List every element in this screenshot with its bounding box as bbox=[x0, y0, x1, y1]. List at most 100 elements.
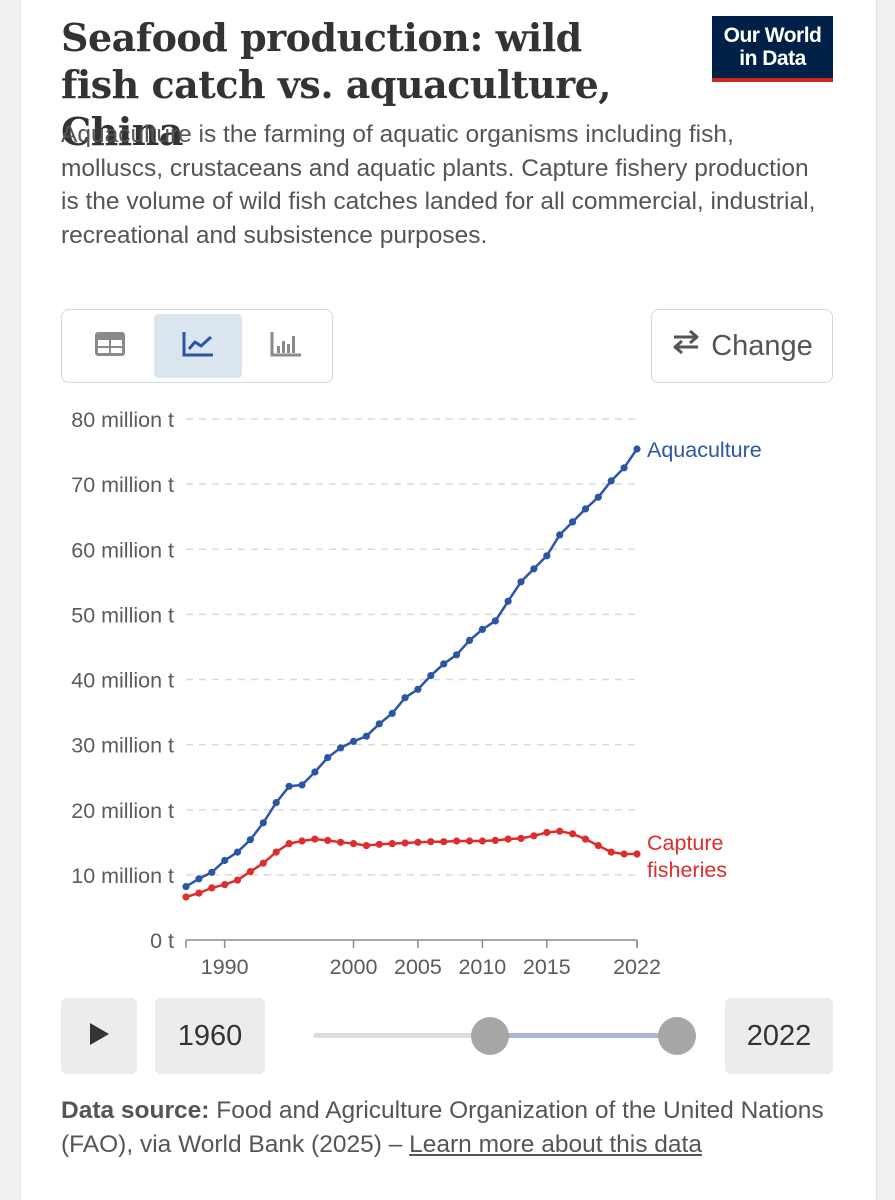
tab-line-chart[interactable] bbox=[154, 314, 242, 378]
y-tick-label: 60 million t bbox=[71, 538, 174, 562]
data-point bbox=[594, 842, 602, 850]
data-point bbox=[594, 493, 602, 501]
data-point bbox=[182, 893, 190, 901]
timeline-start-handle[interactable] bbox=[471, 1017, 509, 1055]
timeline-end-handle[interactable] bbox=[658, 1017, 696, 1055]
data-point bbox=[337, 744, 345, 752]
tab-table[interactable] bbox=[66, 314, 154, 378]
data-point bbox=[324, 836, 332, 844]
y-tick-label: 0 t bbox=[150, 929, 174, 953]
data-point bbox=[465, 636, 474, 644]
data-point bbox=[311, 768, 319, 776]
x-tick-label: 2015 bbox=[523, 955, 571, 979]
data-point bbox=[607, 477, 615, 485]
data-point bbox=[543, 552, 551, 560]
swap-arrows-icon bbox=[671, 328, 701, 364]
chart-card: Seafood production: wild fish catch vs. … bbox=[20, 0, 877, 1200]
data-point bbox=[581, 505, 590, 513]
change-country-button[interactable]: Change bbox=[651, 309, 833, 383]
data-point bbox=[233, 876, 242, 884]
data-point bbox=[182, 883, 190, 891]
data-point bbox=[556, 531, 564, 539]
data-point bbox=[233, 848, 242, 856]
y-tick-label: 40 million t bbox=[71, 669, 174, 693]
data-point bbox=[504, 597, 512, 605]
data-point bbox=[285, 840, 293, 848]
data-point bbox=[272, 799, 280, 807]
data-point bbox=[259, 819, 267, 827]
data-point bbox=[633, 850, 641, 858]
data-point bbox=[517, 834, 525, 842]
logo-line-2: in Data bbox=[739, 47, 806, 70]
y-tick-label: 10 million t bbox=[71, 864, 174, 888]
data-point bbox=[221, 881, 229, 889]
line-chart: 0 t 10 million t 20 million t 30 million t 4… bbox=[71, 408, 762, 979]
data-point bbox=[388, 709, 396, 717]
owid-logo[interactable]: Our World in Data bbox=[712, 16, 833, 82]
timeline-selected-range bbox=[490, 1033, 678, 1038]
data-point bbox=[581, 835, 590, 843]
series-label: Capture bbox=[647, 831, 724, 855]
data-point bbox=[195, 889, 203, 897]
y-tick-label: 80 million t bbox=[71, 408, 174, 432]
data-point bbox=[324, 754, 332, 762]
tab-bar-chart[interactable] bbox=[242, 314, 330, 378]
source-text: Food and Agriculture Organization of the… bbox=[61, 1097, 824, 1158]
end-year-box[interactable]: 2022 bbox=[725, 998, 833, 1074]
data-point bbox=[427, 672, 435, 680]
y-tick-label: 70 million t bbox=[71, 473, 174, 497]
y-tick-label: 30 million t bbox=[71, 734, 174, 758]
data-source-note: Data source: Food and Agriculture Organi… bbox=[61, 1094, 831, 1161]
data-point bbox=[362, 732, 370, 740]
data-point bbox=[633, 445, 641, 453]
data-point bbox=[401, 839, 409, 847]
series-label: Aquaculture bbox=[647, 438, 762, 462]
y-tick-label: 50 million t bbox=[71, 603, 174, 627]
data-point bbox=[349, 840, 358, 848]
data-point bbox=[543, 828, 551, 837]
change-button-label: Change bbox=[711, 329, 813, 362]
data-point bbox=[208, 884, 216, 892]
y-tick-label: 20 million t bbox=[71, 799, 174, 823]
data-point bbox=[298, 781, 306, 789]
logo-accent-bar bbox=[712, 78, 833, 82]
x-tick-label: 2010 bbox=[458, 955, 506, 979]
data-point bbox=[530, 832, 538, 840]
data-point bbox=[569, 518, 577, 526]
data-point bbox=[285, 782, 293, 790]
learn-more-link[interactable]: Learn more about this data bbox=[409, 1130, 702, 1158]
data-point bbox=[375, 720, 383, 728]
data-point bbox=[569, 830, 577, 838]
data-point bbox=[259, 859, 267, 867]
source-label: Data source: bbox=[61, 1097, 210, 1124]
data-point bbox=[453, 837, 461, 845]
x-tick-label: 2000 bbox=[330, 955, 378, 979]
data-point bbox=[620, 464, 628, 472]
data-point bbox=[362, 842, 370, 850]
line-chart-icon bbox=[181, 330, 215, 363]
x-tick-label: 1990 bbox=[201, 955, 249, 979]
data-point bbox=[556, 827, 564, 835]
data-point bbox=[491, 617, 499, 625]
data-point bbox=[375, 840, 383, 848]
data-point bbox=[620, 850, 628, 858]
data-point bbox=[221, 856, 229, 865]
data-point bbox=[517, 578, 525, 586]
x-tick-label: 2022 bbox=[613, 955, 661, 979]
data-point bbox=[465, 837, 474, 845]
series-label: fisheries bbox=[647, 858, 727, 882]
data-point bbox=[427, 838, 435, 846]
view-tabs bbox=[61, 309, 333, 383]
start-year-box[interactable]: 1960 bbox=[155, 998, 265, 1074]
data-point bbox=[311, 835, 319, 843]
data-point bbox=[491, 836, 499, 844]
play-icon bbox=[87, 1021, 111, 1052]
play-button[interactable] bbox=[61, 998, 137, 1074]
data-point bbox=[414, 685, 422, 693]
data-point bbox=[349, 737, 358, 745]
x-tick-label: 2005 bbox=[394, 955, 442, 979]
data-point bbox=[530, 565, 538, 573]
data-point bbox=[504, 835, 512, 843]
data-point bbox=[246, 836, 254, 844]
data-point bbox=[298, 837, 306, 845]
